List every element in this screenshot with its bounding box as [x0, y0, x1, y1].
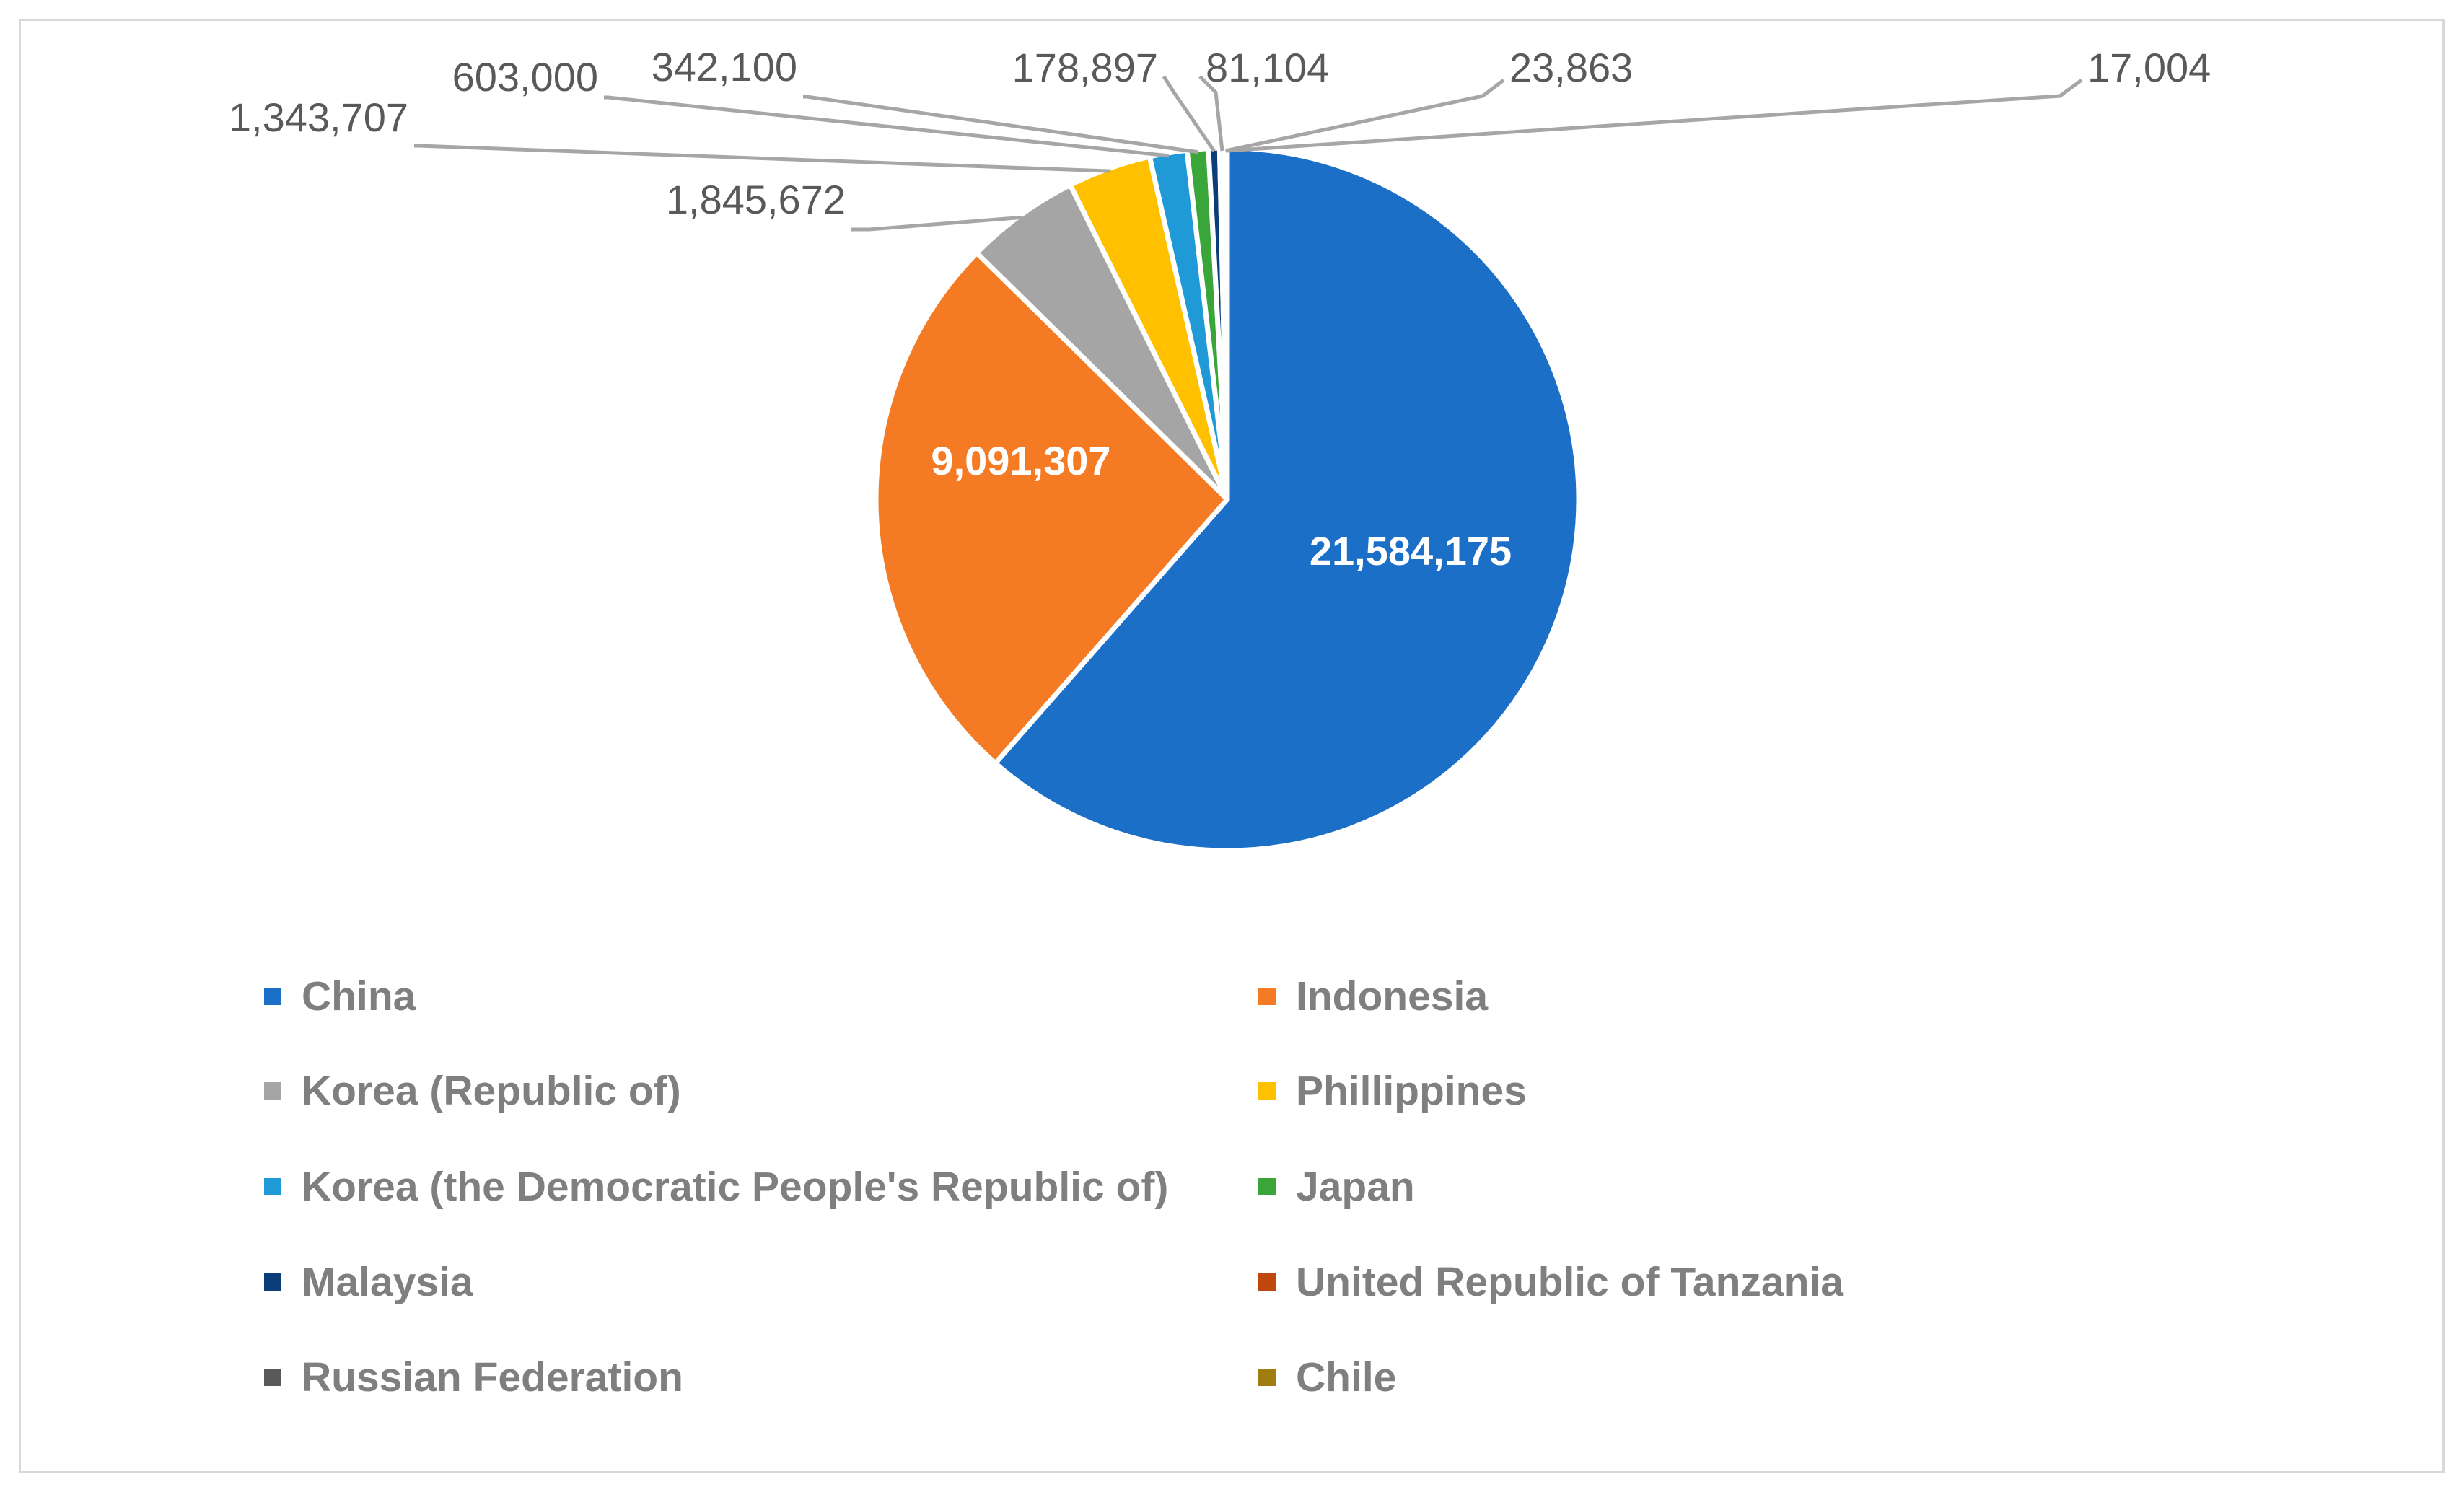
pie-slice-china: [993, 145, 1582, 853]
leader-line-russian-federation: [1224, 79, 1505, 153]
leader-line-korea-republic-of: [851, 215, 1023, 232]
pie-slices: [873, 145, 1582, 853]
data-label-indonesia: 9,091,307: [931, 438, 1110, 483]
pie-slice-indonesia: [873, 250, 1230, 766]
data-label-korea-republic-of: 1,845,672: [666, 177, 846, 222]
data-label-malaysia: 178,897: [1012, 45, 1158, 90]
data-label-chile: 17,004: [2087, 45, 2211, 90]
leader-line-malaysia: [1162, 75, 1216, 152]
data-label-china: 21,584,175: [1310, 528, 1512, 574]
leader-line-united-republic-of-tanzania: [1198, 75, 1224, 152]
data-labels: 21,584,175 9,091,307 1,845,672 1,343,707 603…: [229, 44, 2211, 574]
leader-line-japan: [803, 95, 1198, 154]
data-label-russian-federation: 23,863: [1509, 45, 1633, 90]
leader-line-korea-the-democratic-people-s-republic-of: [604, 95, 1170, 158]
data-label-phillippines: 1,343,707: [229, 95, 408, 140]
leader-line-chile: [1227, 78, 2083, 153]
data-label-japan: 342,100: [652, 44, 797, 89]
leader-line-phillippines: [414, 144, 1110, 173]
data-label-korea-the-democratic-people-s-republic-of: 603,000: [452, 54, 598, 100]
leader-lines: [414, 75, 2083, 232]
data-label-united-republic-of-tanzania: 81,104: [1206, 45, 1329, 90]
